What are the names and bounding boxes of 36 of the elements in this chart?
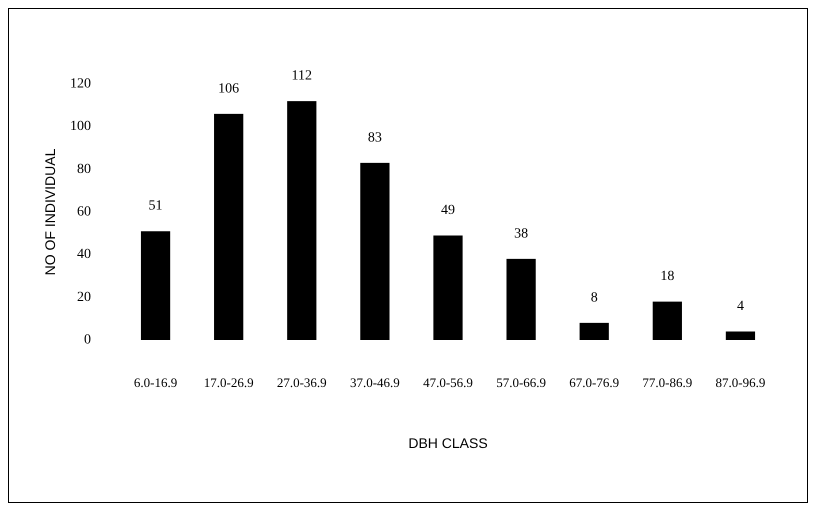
x-tick-label: 17.0-26.9	[204, 375, 254, 390]
data-label: 18	[660, 269, 674, 284]
x-tick-label: 27.0-36.9	[276, 375, 327, 390]
y-axis-title: NO OF INDIVIDUAL	[42, 148, 58, 276]
x-axis-title: DBH CLASS	[408, 435, 488, 451]
x-tick-label: 47.0-56.9	[423, 375, 473, 390]
x-tick-label: 37.0-46.9	[350, 375, 400, 390]
y-tick-label: 120	[70, 76, 91, 92]
x-tick-label: 6.0-16.9	[134, 375, 178, 390]
data-label: 112	[292, 68, 312, 84]
data-label: 8	[590, 290, 598, 306]
y-tick-label: 80	[77, 162, 91, 177]
y-tick-label: 60	[77, 204, 91, 220]
x-tick-label: 87.0-96.9	[716, 375, 766, 390]
x-tick-label: 57.0-66.9	[496, 375, 546, 390]
data-label: 51	[148, 198, 163, 214]
bar	[506, 258, 536, 340]
x-tick-label: 77.0-86.9	[642, 375, 692, 390]
data-label: 38	[514, 226, 528, 242]
bar	[214, 114, 244, 340]
data-label: 83	[368, 130, 382, 146]
bar	[360, 162, 390, 340]
bar	[726, 331, 756, 340]
y-tick-label: 40	[77, 247, 91, 262]
bar	[140, 231, 170, 340]
bar	[287, 101, 316, 340]
data-label: 49	[441, 202, 455, 218]
y-tick-label: 20	[77, 290, 91, 305]
bar	[652, 302, 682, 340]
x-tick-label: 67.0-76.9	[569, 375, 620, 390]
bar	[433, 235, 463, 340]
data-label: 106	[218, 81, 240, 96]
y-tick-label: 0	[84, 332, 91, 348]
y-tick-label: 100	[70, 119, 91, 134]
data-label: 4	[736, 298, 744, 314]
bar	[580, 322, 609, 340]
